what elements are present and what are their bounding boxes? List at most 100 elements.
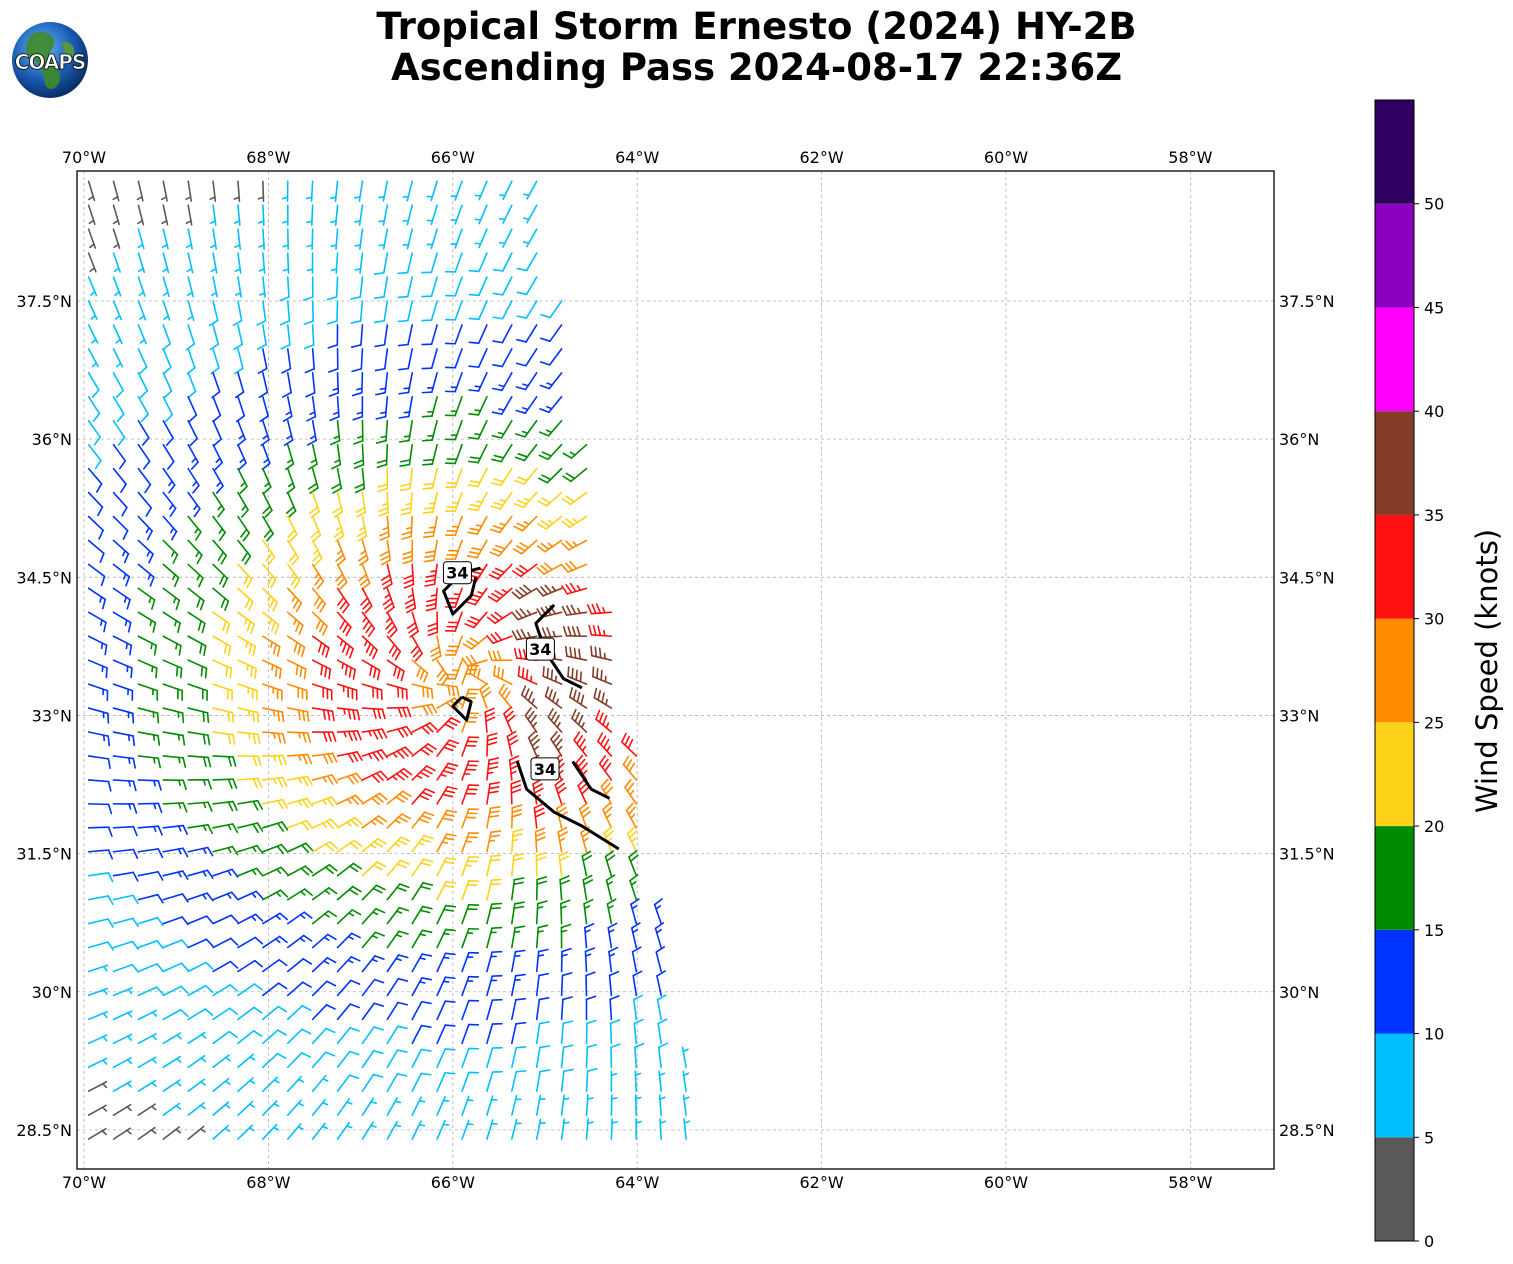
wind-barb [212,515,226,542]
wind-barb [630,898,640,925]
wind-barb [307,419,317,446]
wind-barb [436,1119,450,1140]
wind-barb [87,587,107,610]
wind-barb [185,228,193,250]
wind-barb [355,491,367,518]
wind-barb [257,204,265,226]
wind-barb [311,980,337,997]
wind-barb [604,850,616,877]
wind-barb [386,725,413,738]
wind-barb [450,180,463,201]
lon-tick-label-bottom: 64°W [615,1173,659,1192]
wind-barb [493,665,513,685]
wind-barb [378,204,389,226]
wind-barb [286,683,308,701]
wind-barb [187,1055,207,1069]
wind-barb [262,491,273,518]
wind-barb [512,539,538,555]
wind-barb [137,1009,158,1021]
wind-barb [212,960,239,973]
wind-barb [361,1026,384,1045]
wind-barb [87,918,114,928]
colorbar-segment [1375,411,1414,515]
wind-barb [461,1023,480,1045]
wind-barb [539,395,563,414]
wind-barb [162,372,173,399]
wind-barb [162,611,181,634]
wind-barb [610,1118,618,1140]
wind-barb [87,372,100,399]
colorbar-tick-label: 40 [1424,402,1444,421]
wind-barb [212,467,224,494]
wind-barb [351,348,364,373]
wind-barb [279,300,291,326]
wind-barb [634,1042,645,1069]
wind-barb [212,1054,231,1069]
wind-barb [461,736,480,757]
wind-barb [161,228,169,250]
wind-barb [137,252,146,274]
wind-barb [597,732,613,757]
wind-barb [87,563,106,587]
wind-barb [378,180,389,202]
wind-barb [112,467,127,493]
wind-barb [361,861,387,877]
wind-barb [354,252,364,274]
wind-barb [610,1094,618,1116]
wind-barb [461,808,480,829]
wind-barb [513,515,538,532]
wind-barb [436,762,459,781]
wind-barb [336,1121,353,1140]
wind-barb [87,467,103,493]
wind-barb [212,1007,238,1021]
lon-tick-label-top: 70°W [62,148,106,167]
wind-barb [336,683,358,701]
wind-barb [87,1057,108,1069]
wind-barb [411,905,433,925]
wind-barb [286,934,313,949]
wind-barb [498,180,513,201]
wind-barb [498,204,513,224]
wind-barb [361,659,381,681]
wind-barb [87,228,97,249]
wind-barb [444,515,463,537]
wind-barb [511,1070,527,1093]
wind-barb [336,1050,360,1069]
wind-barb [350,324,364,349]
lon-tick-label-bottom: 70°W [62,1173,106,1192]
wind-barb [489,539,513,557]
wind-barb [262,515,274,542]
wind-barb [444,252,463,273]
wind-barb [212,491,225,518]
wind-barb [361,792,388,806]
wind-barb [374,348,389,372]
wind-barb [602,802,613,829]
wind-barb [262,754,287,766]
lat-tick-label-left: 33°N [32,706,72,725]
wind-barb [535,1021,550,1045]
wind-barb [212,707,235,723]
wind-barb [560,972,573,997]
wind-barb [212,683,233,701]
wind-barb [511,852,524,877]
wind-barb [436,1048,456,1069]
contour-label-text: 34 [529,640,551,659]
wind-barb [516,300,538,319]
wind-barb [562,467,588,483]
wind-barb [361,978,385,997]
wind-barb [87,611,107,633]
wind-barb [605,874,616,901]
wind-barb [311,539,323,566]
wind-barb [657,1018,668,1045]
wind-barb [187,491,201,518]
wind-barb [258,252,266,274]
wind-barb [187,938,214,949]
wind-barb [336,862,363,877]
wind-barb [311,563,325,590]
wind-barb [386,906,410,925]
wind-barb [87,964,109,973]
wind-barb [112,731,136,747]
wind-barb [535,924,549,949]
wind-barb [386,813,412,829]
